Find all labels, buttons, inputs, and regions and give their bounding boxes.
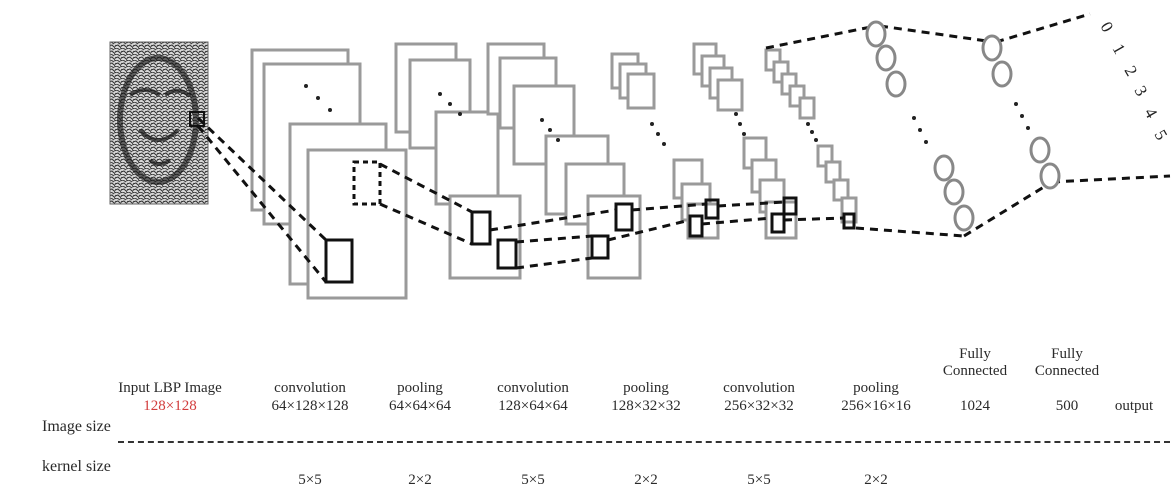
- col-output-size: output: [1114, 398, 1154, 414]
- fc2-neurons: [981, 34, 1061, 190]
- output-label-2: 2: [1121, 63, 1142, 80]
- col-conv3-size: 256×32×32: [724, 398, 794, 414]
- pool2-ellipsis: [650, 122, 666, 146]
- output-label-3: 3: [1131, 83, 1152, 100]
- conv3-feature-maps: [692, 42, 798, 240]
- pool1-ellipsis: [438, 92, 462, 116]
- fc1-ellipsis: [912, 116, 928, 144]
- kernel-pool2: 2×2: [634, 472, 658, 488]
- col-conv1-size: 64×128×128: [271, 398, 349, 414]
- col-conv2-name: convolution: [497, 380, 569, 396]
- col-conv2-size: 128×64×64: [498, 398, 568, 414]
- col-fc2-name: Fully Connected: [1034, 346, 1100, 379]
- col-fc2-size: 500: [1055, 398, 1079, 414]
- kernel-pool3: 2×2: [864, 472, 888, 488]
- fc1-neurons: [865, 20, 975, 232]
- col-pool3-size: 256×16×16: [841, 398, 911, 414]
- col-pool1-name: pooling: [397, 380, 443, 396]
- pool3-ellipsis: [806, 122, 818, 142]
- kernel-conv2: 5×5: [521, 472, 545, 488]
- conv1-feature-maps: [250, 48, 408, 300]
- col-pool1-size: 64×64×64: [389, 398, 451, 414]
- col-pool3-name: pooling: [853, 380, 899, 396]
- col-conv1-name: convolution: [274, 380, 346, 396]
- conv2-ellipsis: [540, 118, 560, 142]
- pool3-feature-maps: [764, 48, 858, 224]
- conv3-ellipsis: [734, 112, 746, 136]
- kernel-pool1: 2×2: [408, 472, 432, 488]
- pool1-feature-maps: [394, 42, 522, 280]
- col-conv3-name: convolution: [723, 380, 795, 396]
- row-header-kernel-size: kernel size: [42, 458, 111, 475]
- col-input-size: 128×128: [143, 398, 197, 414]
- output-label-1: 1: [1109, 41, 1130, 58]
- output-label-4: 4: [1141, 105, 1162, 122]
- table-divider: [118, 441, 1170, 443]
- col-fc1-size: 1024: [960, 398, 990, 414]
- output-class-labels: 0 1 2 3 4 5: [1097, 19, 1172, 144]
- conv1-ellipsis: [304, 84, 332, 112]
- row-header-image-size: Image size: [42, 418, 111, 435]
- col-input-name: Input LBP Image: [118, 380, 222, 396]
- fc2-ellipsis: [1014, 102, 1030, 130]
- output-label-0: 0: [1097, 19, 1118, 36]
- col-pool2-size: 128×32×32: [611, 398, 681, 414]
- receptive-field-boxes: [324, 160, 856, 284]
- input-lbp-image: [109, 41, 209, 205]
- connection-lines: [196, 12, 1171, 283]
- col-fc1-name: Fully Connected: [942, 346, 1008, 379]
- col-pool2-name: pooling: [623, 380, 669, 396]
- kernel-conv3: 5×5: [747, 472, 771, 488]
- kernel-conv1: 5×5: [298, 472, 322, 488]
- output-label-5: 5: [1151, 127, 1172, 144]
